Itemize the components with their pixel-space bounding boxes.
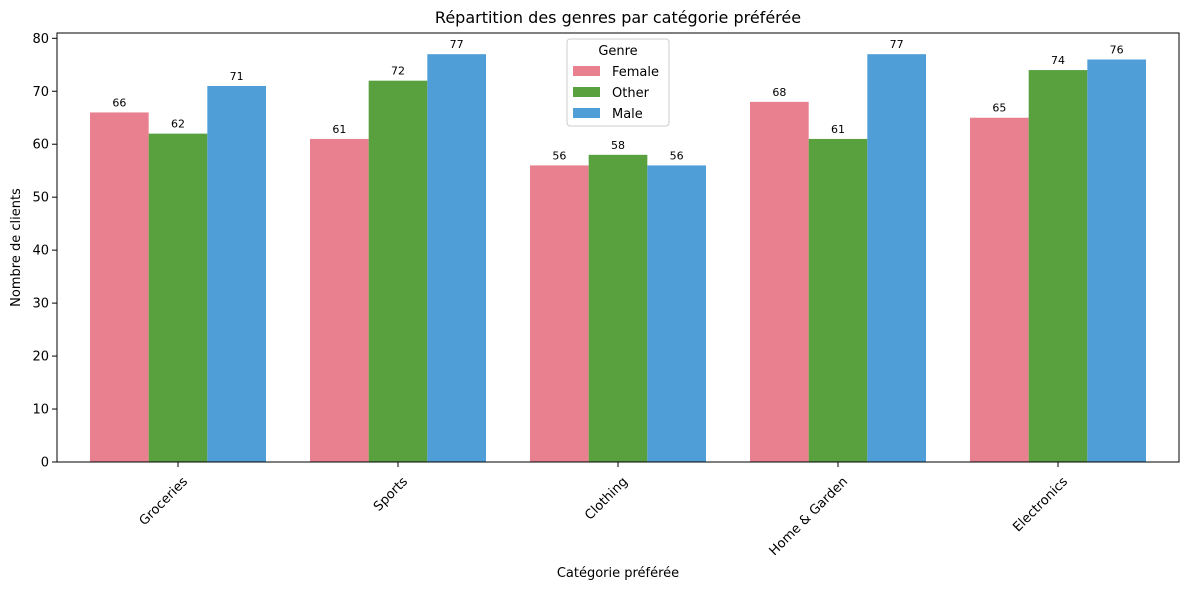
- y-tick-label: 60: [32, 138, 49, 153]
- bar-other-groceries: [148, 133, 208, 462]
- x-tick-label: Clothing: [582, 474, 631, 523]
- legend-label-male: Male: [612, 107, 643, 122]
- bar-value-label: 56: [552, 149, 566, 162]
- bar-other-electronics: [1028, 70, 1088, 462]
- bar-male-electronics: [1087, 59, 1146, 462]
- x-axis: Groceries Sports Clothing Home & Garden Elec…: [137, 462, 1071, 559]
- bar-value-label: 72: [391, 65, 405, 78]
- legend-title: Genre: [598, 44, 637, 59]
- y-axis-label: Nombre de clients: [9, 188, 24, 307]
- y-tick-label: 70: [32, 85, 49, 100]
- legend: Genre Female Other Male: [566, 38, 670, 127]
- bar-value-label: 77: [890, 38, 904, 51]
- y-tick-label: 80: [32, 32, 49, 47]
- bar-male-groceries: [207, 85, 266, 463]
- bar-male-sports: [427, 54, 486, 462]
- bar-female-home-garden: [750, 101, 809, 462]
- bar-value-label: 71: [230, 70, 244, 83]
- y-tick-label: 0: [41, 456, 49, 471]
- bar-male-clothing: [647, 165, 706, 462]
- y-tick-label: 50: [32, 191, 49, 206]
- bar-value-label: 65: [992, 102, 1006, 115]
- legend-swatch-female: [573, 66, 600, 76]
- y-tick-label: 20: [32, 350, 49, 365]
- legend-label-female: Female: [612, 65, 659, 80]
- bar-value-label: 66: [112, 96, 126, 109]
- bar-female-groceries: [90, 112, 149, 462]
- legend-label-other: Other: [612, 86, 650, 101]
- bar-value-label: 62: [171, 118, 185, 131]
- bar-value-label: 58: [611, 139, 625, 152]
- y-axis: 0 10 20 30 40 50 60 70 80: [32, 32, 57, 471]
- legend-box: [566, 38, 670, 127]
- x-tick-label: Home & Garden: [767, 474, 851, 558]
- bar-male-home-garden: [867, 54, 926, 462]
- y-tick-label: 10: [32, 403, 49, 418]
- bar-value-label: 76: [1110, 43, 1124, 56]
- bar-value-label: 56: [670, 149, 684, 162]
- bar-other-home-garden: [808, 138, 868, 462]
- bar-female-clothing: [530, 165, 589, 462]
- legend-swatch-male: [573, 108, 600, 118]
- bar-value-label: 74: [1051, 54, 1065, 67]
- x-tick-label: Sports: [371, 474, 411, 514]
- bar-female-sports: [310, 138, 369, 462]
- chart-title: Répartition des genres par catégorie pré…: [435, 8, 801, 27]
- x-tick-label: Groceries: [137, 474, 192, 529]
- y-tick-label: 40: [32, 244, 49, 259]
- bar-female-electronics: [970, 117, 1029, 463]
- bars-layer: [90, 54, 1146, 463]
- x-tick-label: Electronics: [1010, 474, 1071, 535]
- bar-value-labels: 66 61 56 68 65 62 72 58 61 74 71 77 56 77 76: [112, 38, 1123, 162]
- x-axis-label: Catégorie préférée: [557, 566, 679, 581]
- plot-frame: [56, 32, 1180, 463]
- bar-value-label: 61: [831, 123, 845, 136]
- bar-other-clothing: [588, 154, 648, 462]
- bar-value-label: 77: [450, 38, 464, 51]
- bar-value-label: 61: [332, 123, 346, 136]
- y-tick-label: 30: [32, 297, 49, 312]
- bar-other-sports: [368, 80, 428, 463]
- legend-swatch-other: [573, 87, 600, 97]
- bar-value-label: 68: [772, 86, 786, 99]
